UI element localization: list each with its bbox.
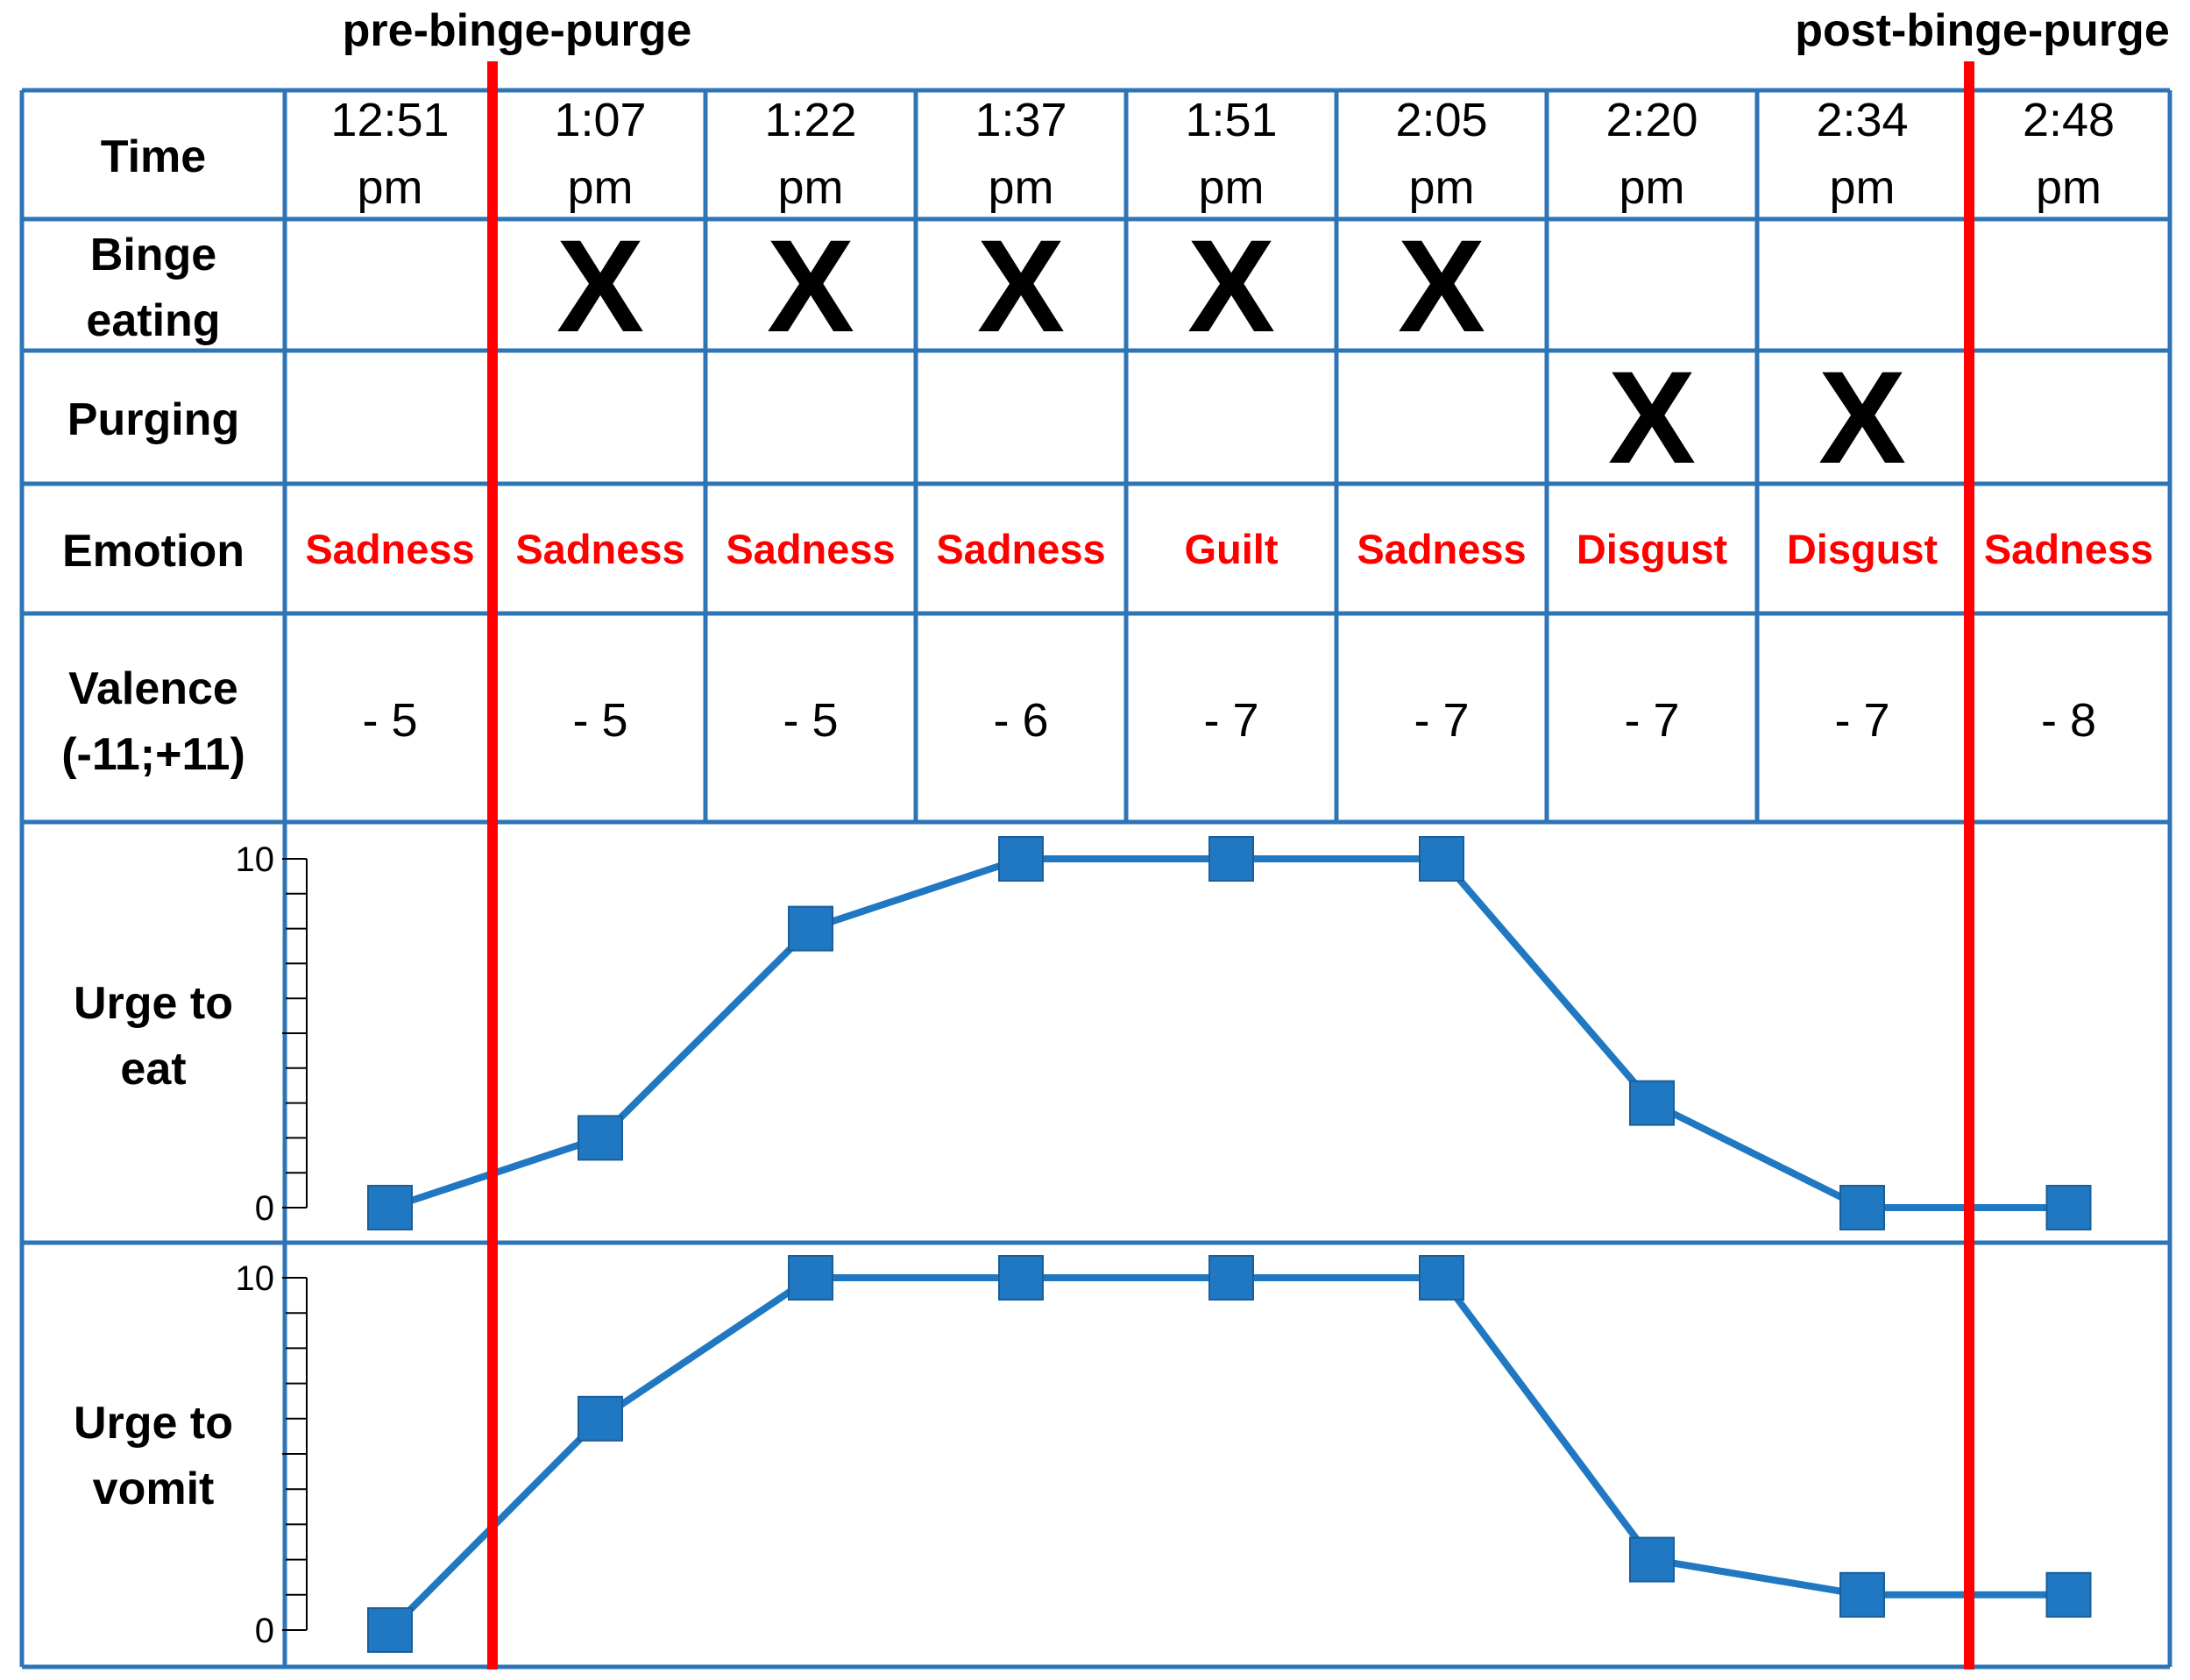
- data-point: [367, 1185, 413, 1230]
- purge-mark: X: [1608, 344, 1696, 491]
- data-point: [1419, 836, 1464, 882]
- row-headers: Time Binge eating Purging Emotion Valenc…: [61, 131, 245, 1514]
- time-ampm: pm: [777, 161, 843, 214]
- time-value: 1:37: [975, 94, 1067, 146]
- time-value: 2:48: [2023, 94, 2115, 146]
- binge-mark: X: [1187, 212, 1275, 359]
- data-point: [578, 1395, 623, 1442]
- row-label-urge-eat-2: eat: [120, 1044, 186, 1095]
- valence-value: - 5: [572, 694, 627, 747]
- valence-value: - 7: [1203, 694, 1258, 747]
- row-label-urge-vomit-1: Urge to: [74, 1398, 233, 1449]
- row-label-binge-1: Binge: [90, 230, 216, 280]
- time-value: 2:34: [1816, 94, 1908, 146]
- binge-mark: X: [767, 212, 854, 359]
- data-point: [1629, 1080, 1675, 1126]
- data-point: [367, 1607, 413, 1653]
- emotion-value: Sadness: [515, 526, 684, 572]
- binge-mark: X: [1398, 212, 1485, 359]
- data-point: [788, 1255, 833, 1301]
- time-ampm: pm: [988, 161, 1053, 214]
- emotion-value: Sadness: [936, 526, 1105, 572]
- row-label-purging: Purging: [67, 394, 239, 445]
- table-grid: [19, 88, 2172, 1669]
- pre-marker-label: pre-binge-purge: [343, 5, 692, 56]
- row-label-binge-2: eating: [86, 295, 220, 346]
- valence-value: - 7: [1834, 694, 1889, 747]
- valence-value: - 8: [2041, 694, 2096, 747]
- time-ampm: pm: [357, 161, 422, 214]
- time-value: 1:07: [554, 94, 646, 146]
- data-point: [578, 1115, 623, 1161]
- binge-mark: X: [556, 212, 644, 359]
- data-point: [2045, 1185, 2092, 1230]
- series-line: [388, 855, 2069, 1211]
- emotion-value: Sadness: [726, 526, 895, 572]
- time-ampm: pm: [2036, 161, 2101, 214]
- data-point: [1839, 1571, 1885, 1618]
- data-point: [1419, 1255, 1464, 1301]
- purge-mark: X: [1818, 344, 1906, 491]
- valence-value: - 5: [783, 694, 838, 747]
- row-label-emotion: Emotion: [62, 526, 245, 577]
- data-point: [2045, 1571, 2092, 1618]
- valence-value: - 6: [993, 694, 1048, 747]
- time-value: 1:22: [764, 94, 856, 146]
- data-point: [788, 905, 833, 952]
- row-label-urge-vomit-2: vomit: [93, 1464, 215, 1514]
- emotion-value: Guilt: [1184, 526, 1278, 572]
- time-value: 2:20: [1605, 94, 1697, 146]
- row-label-valence-1: Valence: [68, 663, 238, 714]
- emotion-value: Disgust: [1787, 526, 1938, 572]
- data-point: [1629, 1536, 1675, 1583]
- emotion-value: Sadness: [305, 526, 474, 572]
- line-charts: 0 10 0 10: [236, 836, 2092, 1653]
- y-tick-label: 0: [255, 1612, 274, 1650]
- post-marker-label: post-binge-purge: [1795, 5, 2170, 56]
- y-tick-label: 10: [236, 1259, 275, 1298]
- valence-value: - 7: [1414, 694, 1469, 747]
- data-point: [1839, 1185, 1885, 1230]
- time-ampm: pm: [567, 161, 633, 214]
- data-point: [998, 1255, 1044, 1301]
- valence-value: - 7: [1624, 694, 1679, 747]
- time-ampm: pm: [1198, 161, 1264, 214]
- row-label-urge-eat-1: Urge to: [74, 978, 233, 1029]
- binge-mark: X: [977, 212, 1065, 359]
- emotion-value: Sadness: [1357, 526, 1526, 572]
- chart-panel-2: 0 10: [236, 1255, 2092, 1653]
- time-ampm: pm: [1619, 161, 1684, 214]
- data-point: [1208, 1255, 1254, 1301]
- y-tick-label: 10: [236, 840, 275, 879]
- series-line: [387, 1274, 2069, 1633]
- event-marker-lines: [487, 61, 1974, 1669]
- chart-panel-1: 0 10: [236, 836, 2092, 1230]
- row-label-time: Time: [101, 131, 206, 182]
- row-label-valence-2: (-11;+11): [61, 729, 245, 780]
- y-tick-label: 0: [255, 1189, 274, 1228]
- time-ampm: pm: [1829, 161, 1895, 214]
- time-value: 1:51: [1185, 94, 1277, 146]
- time-value: 12:51: [330, 94, 449, 146]
- emotion-value: Sadness: [1984, 526, 2153, 572]
- time-ampm: pm: [1408, 161, 1474, 214]
- time-value: 2:05: [1395, 94, 1487, 146]
- data-point: [1208, 836, 1254, 882]
- valence-value: - 5: [362, 694, 417, 747]
- data-point: [998, 836, 1044, 882]
- emotion-value: Disgust: [1577, 526, 1728, 572]
